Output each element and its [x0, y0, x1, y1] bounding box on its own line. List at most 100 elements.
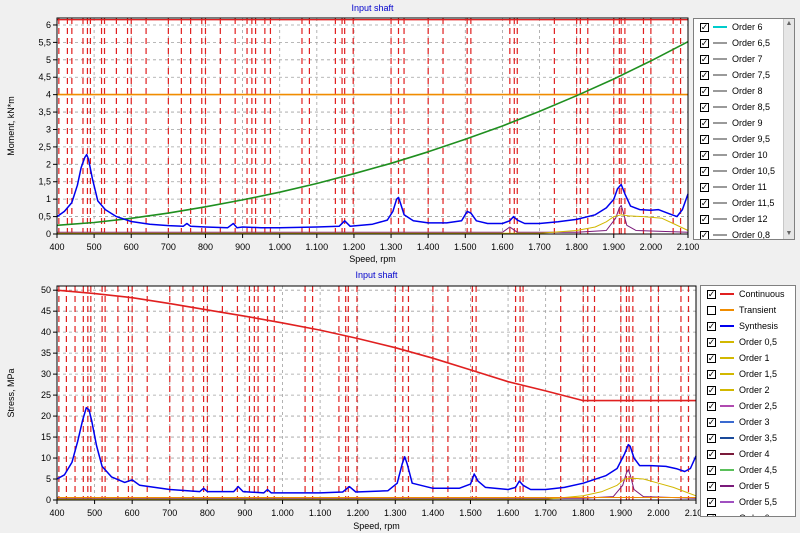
legend-checkbox[interactable]: ✓: [700, 85, 709, 96]
chart1-series-mean-torque: [56, 40, 689, 227]
stress-legend-item[interactable]: ✓ Order 4: [701, 446, 795, 462]
moment-legend-item[interactable]: ✓ Order 6: [694, 19, 794, 35]
legend-checkbox[interactable]: ✓: [707, 368, 716, 379]
stress-legend-item[interactable]: ✓ Order 3: [701, 414, 795, 430]
legend-checkbox[interactable]: ✓: [700, 165, 709, 176]
legend-label: Order 1,5: [739, 369, 778, 379]
chart1-xlabel: Speed, rpm: [349, 254, 396, 264]
stress-legend-item[interactable]: ✓ Order 2: [701, 382, 795, 398]
chart1-ylabel: Moment, kN*m: [6, 96, 16, 156]
chart2-xtick-label: 2.100: [685, 508, 708, 518]
legend-label: Order 4: [739, 449, 770, 459]
legend-checkbox[interactable]: ✓: [700, 197, 709, 208]
stress-legend-item[interactable]: ✓ Order 5: [701, 478, 795, 494]
legend-checkbox[interactable]: ✓: [700, 21, 709, 32]
legend-label: Order 0,8: [732, 230, 771, 240]
chart1-ytick-label: 2,5: [38, 142, 51, 152]
legend-checkbox[interactable]: ✓: [700, 117, 709, 128]
scroll-up-icon[interactable]: ▲: [785, 20, 793, 27]
moment-legend-item[interactable]: ✓ Order 9: [694, 115, 794, 131]
moment-legend-item[interactable]: ✓ Order 7: [694, 51, 794, 67]
stress-legend-item[interactable]: ✓ Order 1,5: [701, 366, 795, 382]
stress-legend-item[interactable]: ✓ Order 5,5: [701, 494, 795, 510]
legend-checkbox[interactable]: ✓: [700, 213, 709, 224]
legend-label: Order 3,5: [739, 433, 778, 443]
moment-legend-item[interactable]: ✓ Order 0,8: [694, 227, 794, 240]
legend-label: Order 0,5: [739, 337, 778, 347]
legend-swatch: [720, 501, 734, 503]
chart1-ytick-label: 0,5: [38, 212, 51, 222]
moment-legend-item[interactable]: ✓ Order 11: [694, 179, 794, 195]
stress-legend-item[interactable]: ✓ Continuous: [701, 286, 795, 302]
legend-checkbox[interactable]: ✓: [707, 513, 716, 516]
legend-checkbox[interactable]: ✓: [700, 101, 709, 112]
moment-legend-item[interactable]: ✓ Order 7,5: [694, 67, 794, 83]
chart1-xtick-label: 1.200: [343, 242, 366, 252]
legend-label: Order 8: [732, 86, 763, 96]
legend-swatch: [720, 485, 734, 487]
stress-legend-item[interactable]: ✓ Order 4,5: [701, 462, 795, 478]
legend-label: Order 7: [732, 54, 763, 64]
stress-legend-item[interactable]: ✓ Order 1: [701, 350, 795, 366]
legend-swatch: [720, 325, 734, 327]
legend-checkbox[interactable]: ✓: [707, 320, 716, 331]
chart1-xtick-label: 800: [198, 242, 213, 252]
stress-legend-item[interactable]: ✓ Order 3,5: [701, 430, 795, 446]
scroll-down-icon[interactable]: ▼: [785, 230, 793, 237]
legend-checkbox[interactable]: ✓: [700, 53, 709, 64]
legend-swatch: [713, 138, 727, 140]
chart2-xtick-label: 900: [237, 508, 252, 518]
moment-legend-item[interactable]: ✓ Order 12: [694, 211, 794, 227]
moment-legend-item[interactable]: ✓ Order 8: [694, 83, 794, 99]
moment-legend-item[interactable]: ✓ Order 11,5: [694, 195, 794, 211]
chart1-xtick-label: 1.000: [268, 242, 291, 252]
legend-checkbox[interactable]: ✓: [700, 229, 709, 240]
legend-checkbox[interactable]: ✓: [700, 69, 709, 80]
legend-checkbox[interactable]: ✓: [700, 181, 709, 192]
legend-swatch: [713, 202, 727, 204]
moment-legend-item[interactable]: ✓ Order 10: [694, 147, 794, 163]
legend-checkbox[interactable]: ✓: [707, 464, 716, 475]
moment-legend-item[interactable]: ✓ Order 9,5: [694, 131, 794, 147]
chart2-ytick-label: 25: [41, 390, 51, 400]
stress-legend-item[interactable]: ✓ Synthesis: [701, 318, 795, 334]
stress-legend[interactable]: ✓ Continuous Transient ✓ Synthesis ✓ Order 0,5…: [700, 285, 796, 517]
legend-swatch: [713, 58, 727, 60]
legend-checkbox[interactable]: ✓: [707, 496, 716, 507]
stress-legend-item[interactable]: ✓ Order 0,5: [701, 334, 795, 350]
chart1-xtick-label: 2.000: [640, 242, 663, 252]
legend-checkbox[interactable]: ✓: [700, 37, 709, 48]
stress-legend-item[interactable]: ✓ Order 6: [701, 510, 795, 516]
chart1-xtick-label: 700: [161, 242, 176, 252]
chart1-xtick-label: 900: [235, 242, 250, 252]
stress-legend-item[interactable]: Transient: [701, 302, 795, 318]
legend-checkbox[interactable]: ✓: [707, 352, 716, 363]
legend-checkbox[interactable]: ✓: [707, 448, 716, 459]
legend-checkbox[interactable]: ✓: [707, 400, 716, 411]
chart1-xtick-label: 1.100: [306, 242, 329, 252]
chart2-ytick-label: 35: [41, 348, 51, 358]
legend-label: Order 8,5: [732, 102, 771, 112]
moment-legend[interactable]: ✓ Order 6 ✓ Order 6,5 ✓ Order 7 ✓ Order 7,5 ✓ Ord…: [693, 18, 795, 240]
chart2-xtick-label: 800: [200, 508, 215, 518]
legend-swatch: [720, 357, 734, 359]
chart1-xtick-label: 1.300: [380, 242, 403, 252]
legend-swatch: [713, 106, 727, 108]
legend-checkbox[interactable]: ✓: [700, 149, 709, 160]
legend-checkbox[interactable]: ✓: [707, 384, 716, 395]
legend-scrollbar[interactable]: ▲ ▼: [783, 19, 794, 239]
stress-legend-item[interactable]: ✓ Order 2,5: [701, 398, 795, 414]
moment-legend-item[interactable]: ✓ Order 10,5: [694, 163, 794, 179]
legend-checkbox[interactable]: ✓: [707, 336, 716, 347]
legend-checkbox[interactable]: [707, 305, 716, 315]
chart2-frame: [56, 285, 697, 501]
legend-swatch: [713, 186, 727, 188]
moment-legend-item[interactable]: ✓ Order 6,5: [694, 35, 794, 51]
legend-label: Order 9,5: [732, 134, 771, 144]
legend-checkbox[interactable]: ✓: [707, 288, 716, 299]
legend-checkbox[interactable]: ✓: [700, 133, 709, 144]
legend-checkbox[interactable]: ✓: [707, 432, 716, 443]
legend-checkbox[interactable]: ✓: [707, 480, 716, 491]
moment-legend-item[interactable]: ✓ Order 8,5: [694, 99, 794, 115]
legend-checkbox[interactable]: ✓: [707, 416, 716, 427]
